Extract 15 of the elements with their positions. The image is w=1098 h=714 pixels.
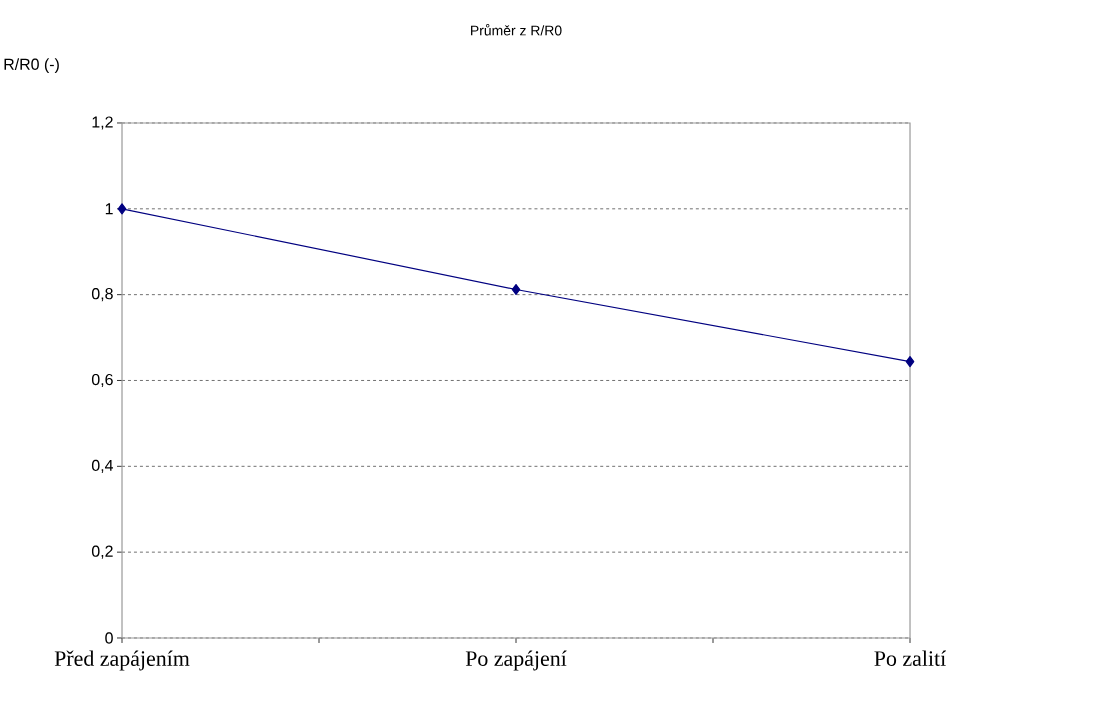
chart-title: Průměr z R/R0 xyxy=(471,24,562,36)
x-tick-label: Před zapájením xyxy=(54,650,190,671)
y-tick-label: 0,4 xyxy=(91,459,114,473)
y-tick-label: 0,6 xyxy=(91,373,113,388)
point xyxy=(905,356,915,368)
y-tick-label: 0,2 xyxy=(91,545,113,559)
y-tick-label: 0 xyxy=(105,632,113,644)
y-axis-title: R/R0 (-) xyxy=(4,58,59,74)
point xyxy=(117,203,127,215)
y-tick-label: 0,8 xyxy=(91,288,113,302)
point xyxy=(511,283,521,296)
y-tick-label: 1,2 xyxy=(92,116,113,130)
x-tick-label: Po zapájení xyxy=(465,650,567,671)
x-tick-label: Po zalití xyxy=(874,650,946,666)
y-tick-label: 1 xyxy=(105,203,113,215)
